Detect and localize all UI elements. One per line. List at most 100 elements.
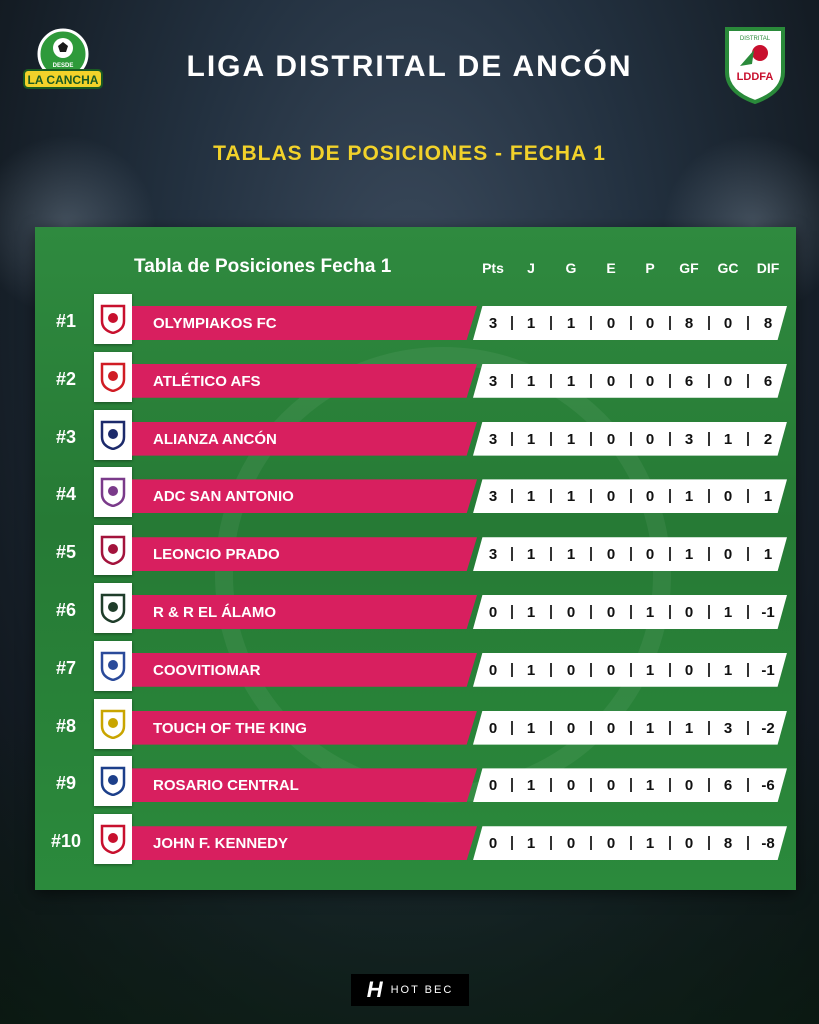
stat-e: 0 bbox=[606, 835, 616, 853]
left-logo-small-text: DESDE bbox=[53, 63, 74, 69]
stat-separator bbox=[550, 316, 552, 330]
table-row: #2 ATLÉTICO AFS 3 1 1 0 0 6 0 6 bbox=[35, 351, 796, 402]
stat-e: 0 bbox=[606, 546, 616, 564]
stat-separator bbox=[668, 836, 671, 851]
stat-pts: 0 bbox=[488, 835, 498, 853]
stat-j: 1 bbox=[526, 546, 536, 564]
jfk-crest-icon bbox=[94, 814, 132, 865]
stat-separator bbox=[629, 373, 632, 388]
stat-pts: 3 bbox=[488, 430, 498, 448]
stat-j: 1 bbox=[526, 661, 536, 679]
stats-bar: 3 1 1 0 0 1 0 1 bbox=[473, 537, 787, 572]
stat-gc: 1 bbox=[723, 604, 733, 621]
alianza-ancon-crest-icon bbox=[94, 409, 132, 460]
stat-dif: 1 bbox=[763, 546, 773, 564]
stat-dif: -2 bbox=[761, 719, 775, 737]
stat-g: 1 bbox=[566, 488, 576, 506]
col-head-e: E bbox=[606, 260, 616, 276]
stat-separator bbox=[590, 547, 592, 562]
stat-separator bbox=[747, 489, 749, 504]
stat-separator bbox=[707, 720, 710, 735]
team-name-bar: COOVITIOMAR bbox=[132, 652, 477, 687]
stat-separator bbox=[668, 547, 671, 562]
footer-brand: H HOT BEC bbox=[351, 974, 469, 1006]
stat-dif: 8 bbox=[763, 315, 773, 332]
page-title: LIGA DISTRITAL DE ANCÓN bbox=[186, 50, 633, 83]
stat-separator bbox=[747, 662, 749, 677]
stat-g: 0 bbox=[566, 719, 576, 737]
team-name-bar: OLYMPIAKOS FC bbox=[132, 306, 477, 340]
olympiakos-crest-icon bbox=[94, 294, 132, 344]
stat-g: 1 bbox=[566, 372, 576, 390]
right-logo-text: LDDFA bbox=[737, 71, 774, 83]
stat-separator bbox=[668, 373, 671, 388]
stat-gf: 6 bbox=[684, 372, 694, 390]
stat-separator bbox=[707, 836, 710, 851]
stat-separator bbox=[629, 431, 632, 446]
stat-gf: 8 bbox=[684, 315, 694, 332]
left-logo-text: LA CANCHA bbox=[28, 73, 99, 87]
team-name-bar: LEONCIO PRADO bbox=[132, 537, 477, 572]
stat-e: 0 bbox=[606, 372, 616, 390]
team-name-bar: ATLÉTICO AFS bbox=[132, 363, 477, 398]
stat-p: 1 bbox=[645, 835, 655, 853]
stats-bar: 3 1 1 0 0 6 0 6 bbox=[473, 363, 787, 398]
team-name-bar: R & R EL ÁLAMO bbox=[132, 595, 477, 629]
stat-separator bbox=[707, 373, 710, 388]
stat-j: 1 bbox=[526, 604, 536, 621]
stat-separator bbox=[668, 662, 671, 677]
table-row: #8 TOUCH OF THE KING 0 1 0 0 1 1 3 -2 bbox=[35, 698, 796, 749]
stat-separator bbox=[707, 431, 710, 446]
afs-crest-icon bbox=[94, 351, 132, 402]
stat-pts: 3 bbox=[488, 488, 498, 506]
stat-separator bbox=[550, 662, 552, 677]
stat-dif: 2 bbox=[763, 430, 773, 448]
hot-bec-logo-icon: H bbox=[366, 977, 383, 1002]
stats-bar: 0 1 0 0 1 0 6 -6 bbox=[473, 768, 787, 803]
stat-separator bbox=[590, 778, 592, 793]
stat-separator bbox=[511, 778, 513, 793]
table-row: #3 ALIANZA ANCÓN 3 1 1 0 0 3 1 2 bbox=[35, 409, 796, 460]
team-name: JOHN F. KENNEDY bbox=[153, 835, 289, 853]
lddfa-shield-icon: DISTRITAL LDDFA bbox=[725, 27, 785, 104]
table-row: #9 ROSARIO CENTRAL 0 1 0 0 1 0 6 -6 bbox=[35, 756, 796, 807]
stat-e: 0 bbox=[606, 661, 616, 679]
col-head-pts: Pts bbox=[482, 260, 504, 276]
stat-separator bbox=[590, 836, 592, 851]
stat-separator bbox=[550, 547, 552, 562]
stat-p: 0 bbox=[645, 488, 655, 506]
stat-e: 0 bbox=[606, 430, 616, 448]
stat-separator bbox=[550, 720, 552, 735]
stat-separator bbox=[707, 662, 710, 677]
stat-separator bbox=[511, 720, 513, 735]
stat-separator bbox=[590, 662, 592, 677]
stat-p: 0 bbox=[645, 372, 655, 390]
team-name: ROSARIO CENTRAL bbox=[153, 777, 299, 795]
leoncio-prado-crest-icon bbox=[94, 525, 132, 576]
rank-label: #10 bbox=[50, 831, 82, 852]
stat-separator bbox=[747, 778, 749, 793]
stat-separator bbox=[590, 489, 592, 504]
stat-e: 0 bbox=[606, 777, 616, 795]
stat-pts: 0 bbox=[488, 719, 498, 737]
stat-separator bbox=[550, 373, 552, 388]
stat-separator bbox=[590, 605, 592, 619]
stat-dif: -8 bbox=[761, 835, 775, 853]
team-name: ALIANZA ANCÓN bbox=[153, 430, 277, 448]
stats-bar: 0 1 0 0 1 0 1 -1 bbox=[473, 595, 787, 629]
touch-of-the-king-crest-icon bbox=[94, 698, 132, 749]
team-name: LEONCIO PRADO bbox=[153, 546, 280, 564]
stat-separator bbox=[668, 316, 671, 330]
rank-label: #2 bbox=[55, 368, 77, 389]
stat-j: 1 bbox=[526, 719, 536, 737]
stat-dif: -1 bbox=[761, 661, 775, 679]
rank-label: #7 bbox=[55, 657, 77, 678]
stat-separator bbox=[668, 431, 671, 446]
table-row: #10 JOHN F. KENNEDY 0 1 0 0 1 0 8 -8 bbox=[35, 814, 796, 865]
team-name: R & R EL ÁLAMO bbox=[153, 604, 277, 621]
col-head-g: G bbox=[565, 260, 577, 276]
rank-label: #4 bbox=[55, 484, 77, 505]
stat-separator bbox=[707, 605, 710, 619]
stat-j: 1 bbox=[526, 430, 536, 448]
san-antonio-crest-icon bbox=[94, 467, 132, 518]
